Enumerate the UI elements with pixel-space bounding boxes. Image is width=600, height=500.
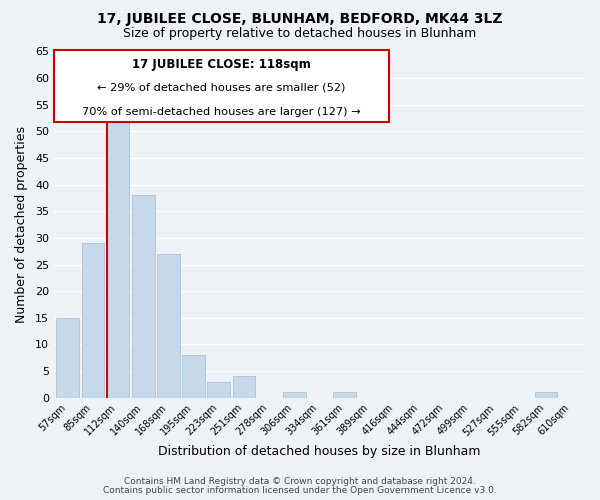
Bar xyxy=(157,254,180,398)
Text: ← 29% of detached houses are smaller (52): ← 29% of detached houses are smaller (52… xyxy=(97,82,346,92)
Text: Size of property relative to detached houses in Blunham: Size of property relative to detached ho… xyxy=(124,28,476,40)
Text: 17, JUBILEE CLOSE, BLUNHAM, BEDFORD, MK44 3LZ: 17, JUBILEE CLOSE, BLUNHAM, BEDFORD, MK4… xyxy=(97,12,503,26)
Bar xyxy=(56,318,79,398)
Bar xyxy=(233,376,255,398)
X-axis label: Distribution of detached houses by size in Blunham: Distribution of detached houses by size … xyxy=(158,444,481,458)
Text: Contains HM Land Registry data © Crown copyright and database right 2024.: Contains HM Land Registry data © Crown c… xyxy=(124,477,476,486)
Bar xyxy=(334,392,356,398)
Bar xyxy=(208,382,230,398)
Bar xyxy=(283,392,305,398)
Y-axis label: Number of detached properties: Number of detached properties xyxy=(15,126,28,323)
Bar xyxy=(535,392,557,398)
Bar xyxy=(82,243,104,398)
Text: 17 JUBILEE CLOSE: 118sqm: 17 JUBILEE CLOSE: 118sqm xyxy=(132,58,311,71)
Bar xyxy=(132,196,155,398)
FancyBboxPatch shape xyxy=(54,50,389,122)
Bar xyxy=(182,355,205,398)
Text: Contains public sector information licensed under the Open Government Licence v3: Contains public sector information licen… xyxy=(103,486,497,495)
Text: 70% of semi-detached houses are larger (127) →: 70% of semi-detached houses are larger (… xyxy=(82,107,361,117)
Bar xyxy=(107,116,130,398)
